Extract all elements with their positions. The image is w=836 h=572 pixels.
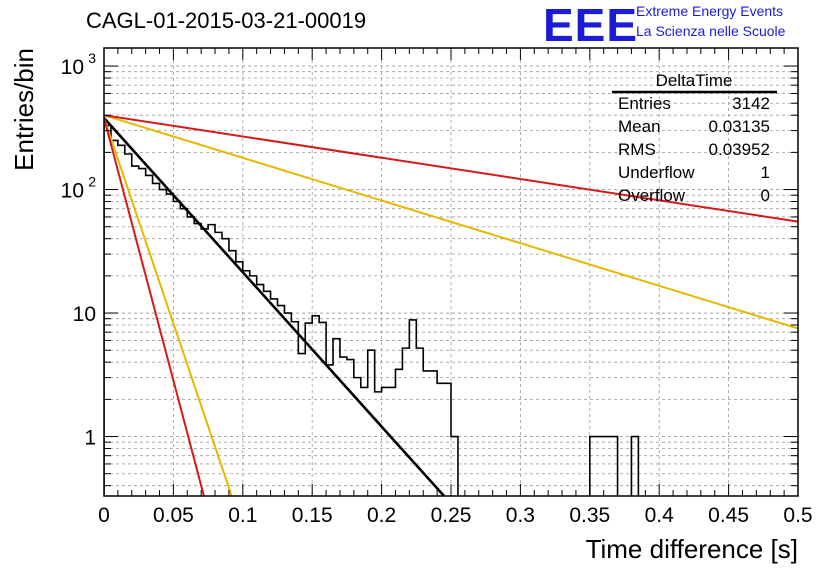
stats-box-title: DeltaTime: [656, 71, 733, 90]
y-tick-label: 10: [61, 56, 84, 79]
logo-subtitle-line2: La Scienza nelle Scuole: [636, 23, 786, 39]
x-tick-label: 0.2: [367, 504, 396, 527]
stats-value-overflow: 0: [761, 186, 770, 205]
stats-value-mean: 0.03135: [709, 117, 770, 136]
x-tick-label: 0.4: [645, 504, 675, 527]
histogram-outline: [104, 124, 640, 496]
x-tick-label: 0.25: [431, 504, 472, 527]
y-tick-exponent: 2: [88, 174, 96, 190]
fit-line-4: [104, 114, 798, 223]
x-tick-label: 0.3: [506, 504, 535, 527]
stats-value-rms: 0.03952: [709, 140, 770, 159]
y-axis-label: Entries/bin: [9, 48, 39, 171]
chart-title: CAGL-01-2015-03-21-00019: [86, 8, 367, 33]
fit-line-1: [104, 117, 446, 496]
stats-value-entries: 3142: [732, 94, 770, 113]
stats-label-entries: Entries: [618, 94, 671, 113]
stats-label-mean: Mean: [618, 117, 661, 136]
eee-logo: EEE: [543, 0, 639, 51]
x-tick-label: 0.15: [292, 504, 333, 527]
logo-subtitle-line1: Extreme Energy Events: [636, 3, 784, 19]
stats-label-overflow: Overflow: [618, 186, 686, 205]
x-tick-label: 0.1: [228, 504, 257, 527]
stats-label-rms: RMS: [618, 140, 656, 159]
y-tick-label: 10: [73, 303, 96, 326]
x-tick-label: 0.5: [783, 504, 812, 527]
x-tick-label: 0.05: [153, 504, 194, 527]
x-tick-label: 0: [98, 504, 110, 527]
x-axis-label: Time difference [s]: [586, 534, 798, 564]
y-tick-label: 1: [84, 427, 96, 450]
fit-line-2: [104, 114, 798, 330]
fit-line-5: [104, 117, 205, 496]
fit-line-3: [104, 117, 233, 496]
stats-label-underflow: Underflow: [618, 163, 695, 182]
stats-value-underflow: 1: [761, 163, 770, 182]
y-tick-label: 10: [61, 180, 84, 203]
x-tick-label: 0.45: [708, 504, 749, 527]
x-tick-label: 0.35: [569, 504, 610, 527]
y-tick-exponent: 3: [88, 50, 96, 66]
